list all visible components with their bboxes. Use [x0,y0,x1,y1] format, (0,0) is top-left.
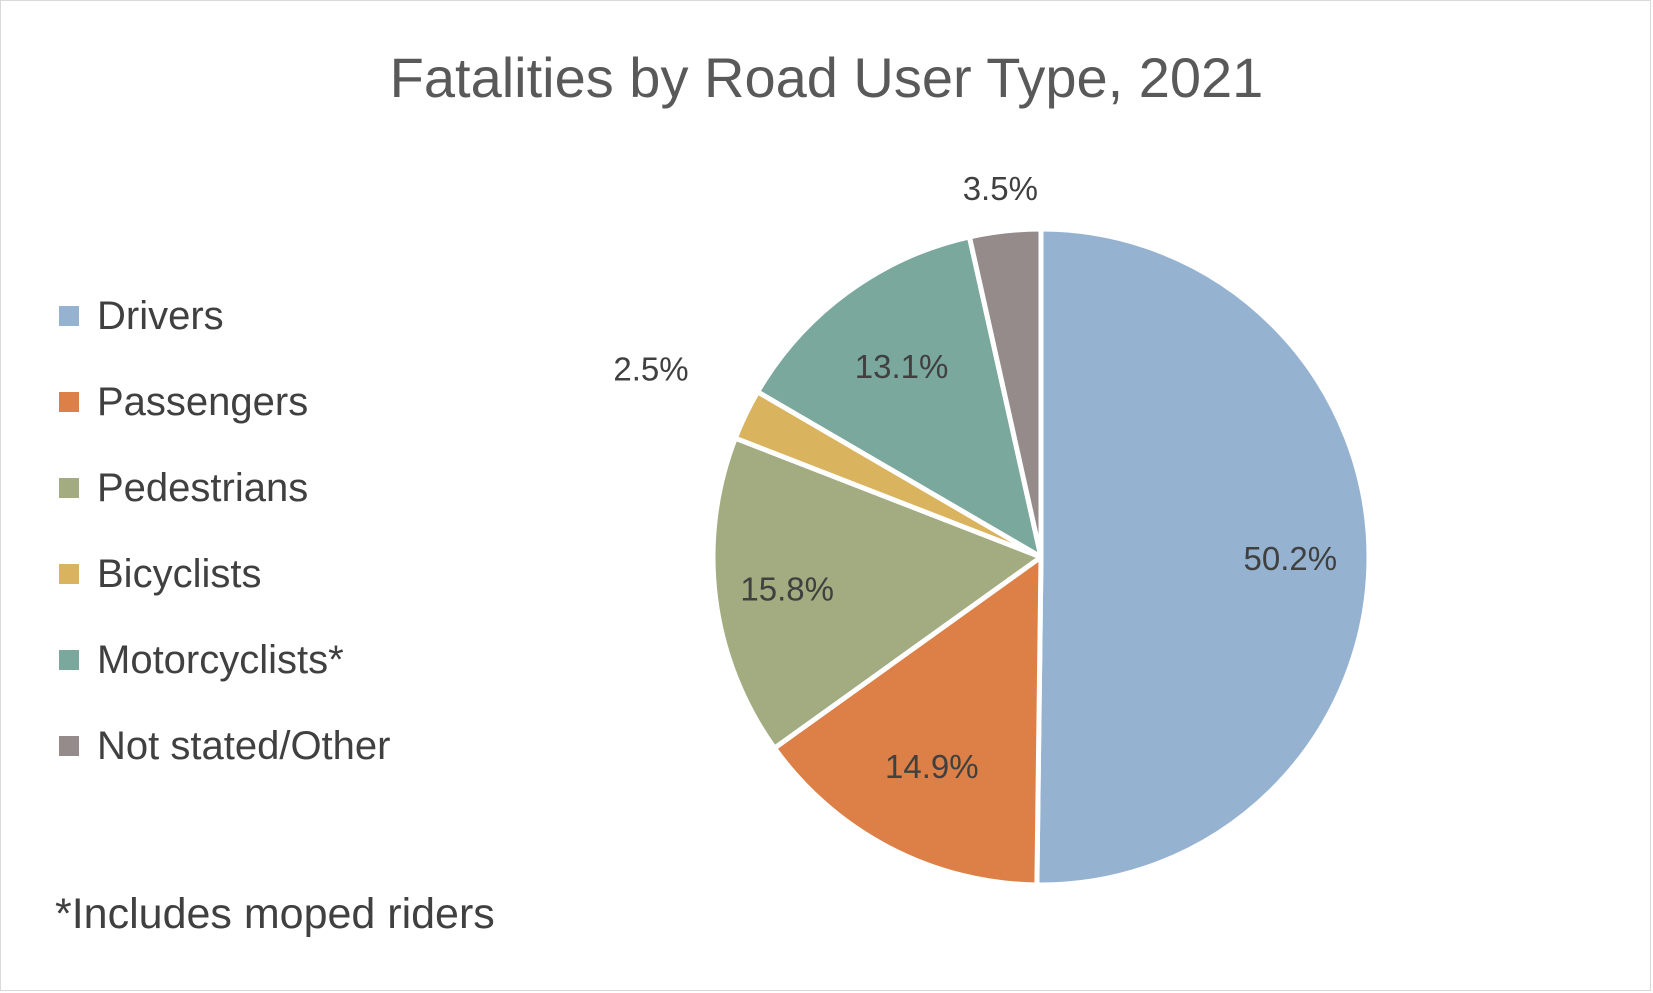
pie-slice-passengers [771,554,1044,888]
legend-label: Pedestrians [97,465,309,510]
pie-slice-drivers [1034,226,1372,888]
legend-item-not-stated-other: Not stated/Other [59,703,390,789]
data-label-passengers: 14.9% [885,748,979,785]
legend-swatch [59,392,79,412]
pie-slice-not-stated-other [966,226,1044,560]
legend-item-passengers: Passengers [59,359,390,445]
legend-item-pedestrians: Pedestrians [59,445,390,531]
pie-slice-motorcyclists [755,234,1044,560]
data-label-not-stated-other: 3.5% [963,170,1038,207]
data-label-bicyclists: 2.5% [613,350,688,387]
data-label-drivers: 50.2% [1243,540,1337,577]
data-label-motorcyclists: 13.1% [855,348,949,385]
legend-label: Motorcyclists* [97,637,344,682]
legend-label: Bicyclists [97,551,262,596]
legend-item-drivers: Drivers [59,273,390,359]
legend-label: Not stated/Other [97,723,391,768]
pie-slices [710,226,1372,888]
pie-slice-pedestrians [710,435,1044,751]
legend-swatch [59,306,79,326]
legend-swatch [59,564,79,584]
legend-item-bicyclists: Bicyclists [59,531,390,617]
legend-label: Drivers [97,293,224,338]
pie-labels: 50.2% 14.9% 15.8% 2.5% 13.1% 3.5% [613,170,1337,785]
legend-label: Passengers [97,379,309,424]
legend-item-motorcyclists: Motorcyclists* [59,617,390,703]
legend-swatch [59,736,79,756]
legend-swatch [59,650,79,670]
data-label-pedestrians: 15.8% [740,571,834,608]
legend-swatch [59,478,79,498]
legend: Drivers Passengers Pedestrians Bicyclists Mo… [59,273,390,789]
chart-title: Fatalities by Road User Type, 2021 [389,46,1264,109]
footnote: *Includes moped riders [55,890,495,938]
